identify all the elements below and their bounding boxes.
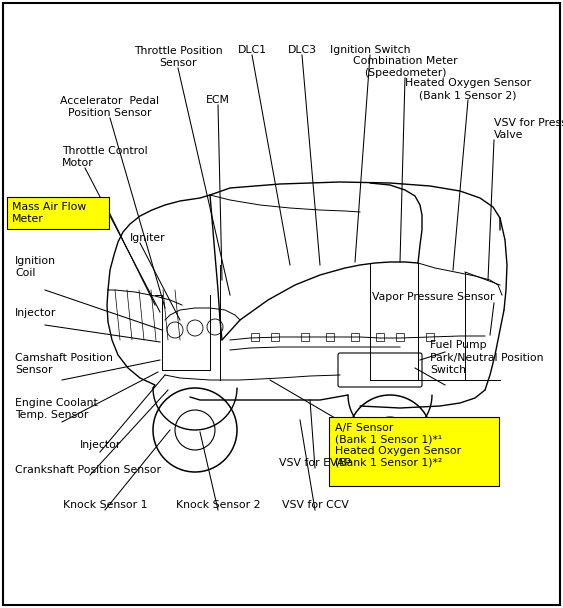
Text: VSV for CCV: VSV for CCV (282, 500, 348, 510)
FancyBboxPatch shape (7, 197, 109, 229)
Text: Crankshaft Position Sensor: Crankshaft Position Sensor (15, 465, 161, 475)
Text: Throttle Position
Sensor: Throttle Position Sensor (133, 46, 222, 68)
Text: Mass Air Flow
Meter: Mass Air Flow Meter (12, 202, 86, 224)
Text: VSV for Pressure Switching
Valve: VSV for Pressure Switching Valve (494, 119, 563, 140)
Text: Camshaft Position
Sensor: Camshaft Position Sensor (15, 353, 113, 375)
Bar (251, 333, 259, 341)
Bar (351, 333, 359, 341)
Text: Accelerator  Pedal
Position Sensor: Accelerator Pedal Position Sensor (60, 97, 159, 118)
FancyBboxPatch shape (329, 417, 499, 486)
Text: Heated Oxygen Sensor
(Bank 1 Sensor 2): Heated Oxygen Sensor (Bank 1 Sensor 2) (405, 78, 531, 100)
Text: Engine Coolant
Temp. Sensor: Engine Coolant Temp. Sensor (15, 398, 98, 420)
Bar (426, 333, 434, 341)
Text: Igniter: Igniter (130, 233, 166, 243)
Text: ECM: ECM (206, 95, 230, 105)
Text: VSV for EVAP: VSV for EVAP (279, 458, 351, 468)
Text: DLC3: DLC3 (288, 45, 316, 55)
Text: Park/Neutral Position
Switch: Park/Neutral Position Switch (430, 353, 543, 375)
Text: Combination Meter
(Speedometer): Combination Meter (Speedometer) (352, 57, 457, 78)
Text: DLC1: DLC1 (238, 45, 266, 55)
Text: A/F Sensor
(Bank 1 Sensor 1)*¹
Heated Oxygen Sensor
(Bank 1 Sensor 1)*²: A/F Sensor (Bank 1 Sensor 1)*¹ Heated Ox… (335, 423, 461, 468)
Text: Fuel Pump: Fuel Pump (430, 340, 486, 350)
Text: Injector: Injector (80, 440, 122, 450)
Text: Vapor Pressure Sensor: Vapor Pressure Sensor (372, 292, 494, 302)
Text: Ignition Switch: Ignition Switch (330, 45, 410, 55)
Text: Ignition
Coil: Ignition Coil (15, 257, 56, 278)
Bar (326, 333, 334, 341)
Text: Throttle Control
Motor: Throttle Control Motor (62, 147, 148, 168)
Bar (396, 333, 404, 341)
Text: Knock Sensor 1: Knock Sensor 1 (62, 500, 148, 510)
Text: Knock Sensor 2: Knock Sensor 2 (176, 500, 260, 510)
Bar (301, 333, 309, 341)
Bar (376, 333, 384, 341)
Bar (271, 333, 279, 341)
Text: Injector: Injector (15, 308, 56, 318)
